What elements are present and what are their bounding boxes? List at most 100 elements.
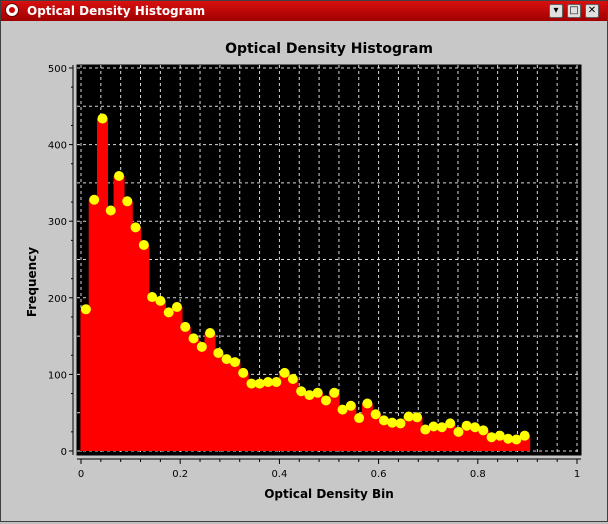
bar-marker (420, 424, 431, 435)
histogram-bar (130, 227, 142, 451)
bar-marker (196, 341, 207, 352)
bar-marker (329, 387, 340, 398)
histogram-bar (428, 426, 440, 451)
title-bar[interactable]: Optical Density Histogram ▾ □ ✕ (1, 1, 607, 21)
bars (80, 118, 531, 452)
bar-marker (428, 421, 439, 432)
bar-marker (453, 426, 464, 437)
histogram-bar (295, 391, 307, 451)
histogram-bar (121, 201, 133, 451)
markers (80, 113, 530, 445)
histogram-bar (328, 392, 340, 451)
bar-marker (362, 398, 373, 409)
histogram-bar (519, 435, 531, 451)
histogram-bar (312, 392, 324, 451)
histogram-bar (287, 378, 299, 451)
bar-marker (238, 367, 249, 378)
bar-marker (246, 378, 257, 389)
bar-marker (155, 295, 166, 306)
y-tick-label: 300 (48, 217, 67, 228)
histogram-bar (510, 439, 522, 451)
x-tick-label: 0 (78, 469, 84, 480)
bar-marker (494, 430, 505, 441)
bar-marker (387, 417, 398, 428)
histogram-bar (486, 437, 498, 451)
axes: 0 100 200 300 400 500 0 0.2 0.4 0.6 0.8 1 (48, 64, 581, 480)
bar-marker (213, 347, 224, 358)
histogram-bar (96, 118, 108, 451)
y-tick-label: 0 (61, 447, 67, 458)
histogram-bar (262, 382, 274, 451)
histogram-bar (204, 333, 216, 451)
x-tick-label: 1 (574, 469, 580, 480)
chart-title: Optical Density Histogram (225, 41, 433, 57)
bar-marker (180, 321, 191, 332)
histogram-bar (370, 414, 382, 451)
histogram-chart: Optical Density Histogram Optical Densit… (25, 41, 582, 501)
bar-marker (312, 387, 323, 398)
x-tick-label: 0.8 (470, 469, 486, 480)
bar-marker (89, 194, 100, 205)
chart-panel: Optical Density Histogram Optical Densit… (2, 22, 606, 520)
histogram-bar (502, 438, 514, 451)
histogram-bar (403, 416, 415, 451)
histogram-bar (237, 372, 249, 451)
bar-marker (486, 432, 497, 443)
bar-marker (304, 390, 315, 401)
bar-marker (80, 304, 91, 315)
histogram-bar (245, 383, 257, 451)
histogram-bar (146, 297, 158, 451)
bar-marker (519, 430, 530, 441)
bar-marker (436, 422, 447, 433)
x-axis-label: Optical Density Bin (264, 487, 394, 501)
bar-marker (97, 113, 108, 124)
y-tick-label: 200 (48, 294, 67, 305)
window-title: Optical Density Histogram (27, 4, 206, 18)
histogram-bar (345, 405, 357, 451)
bar-marker (279, 367, 290, 378)
bar-marker (345, 400, 356, 411)
histogram-bar (113, 176, 125, 452)
bar-marker (354, 413, 365, 424)
histogram-bar (353, 418, 365, 451)
histogram-bar (337, 409, 349, 451)
bar-marker (445, 418, 456, 429)
bar-marker (171, 301, 182, 312)
bar-marker (478, 425, 489, 436)
x-tick-label: 0.4 (271, 469, 287, 480)
bar-marker (395, 418, 406, 429)
bar-marker (105, 205, 116, 216)
minimize-icon[interactable]: ▾ (549, 4, 563, 18)
bar-marker (503, 433, 514, 444)
histogram-bar (394, 423, 406, 451)
y-tick-label: 400 (48, 141, 67, 152)
bar-marker (511, 434, 522, 445)
x-tick-label: 0.6 (371, 469, 387, 480)
histogram-bar (361, 403, 373, 451)
bar-marker (296, 386, 307, 397)
bar-marker (469, 422, 480, 433)
histogram-bar (221, 359, 233, 451)
bar-marker (138, 239, 149, 250)
close-icon[interactable]: ✕ (585, 4, 599, 18)
bar-marker (403, 411, 414, 422)
bar-marker (461, 420, 472, 431)
bar-marker (163, 307, 174, 318)
bar-marker (254, 378, 265, 389)
histogram-bar (452, 431, 464, 451)
histogram-bar (494, 435, 506, 451)
histogram-bar (105, 210, 117, 451)
app-icon[interactable] (5, 3, 19, 17)
maximize-icon[interactable]: □ (567, 4, 581, 18)
bar-marker (130, 222, 141, 233)
bar-marker (221, 354, 232, 365)
histogram-bar (254, 383, 266, 451)
histogram-bar (88, 199, 100, 451)
bar-marker (370, 409, 381, 420)
histogram-bar (229, 362, 241, 451)
y-tick-label: 500 (48, 64, 67, 75)
y-axis-label: Frequency (25, 247, 39, 317)
histogram-bar (154, 300, 166, 451)
bar-marker (229, 357, 240, 368)
